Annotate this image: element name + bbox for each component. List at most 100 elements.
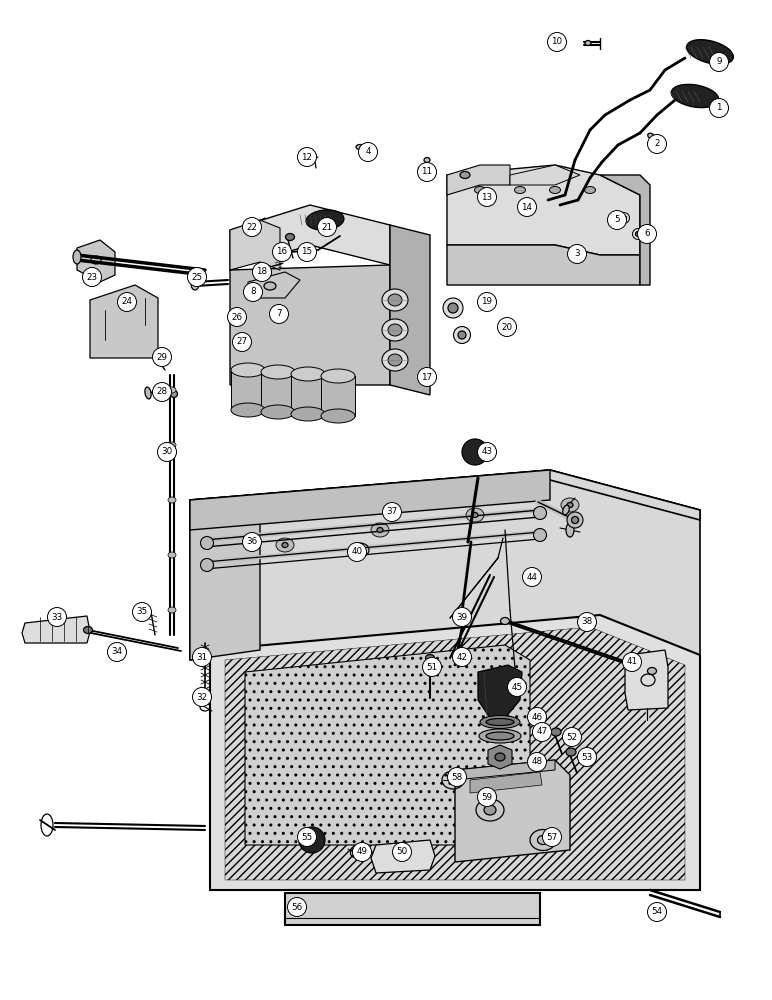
Ellipse shape <box>561 498 579 512</box>
Ellipse shape <box>484 805 496 815</box>
Ellipse shape <box>648 668 656 674</box>
Polygon shape <box>248 272 300 298</box>
Text: 53: 53 <box>581 752 593 762</box>
Ellipse shape <box>238 316 242 320</box>
Ellipse shape <box>382 289 408 311</box>
Circle shape <box>452 607 472 626</box>
Circle shape <box>358 142 378 161</box>
Ellipse shape <box>168 607 176 613</box>
Text: 56: 56 <box>292 902 303 912</box>
Circle shape <box>107 643 127 662</box>
Circle shape <box>273 242 292 261</box>
Ellipse shape <box>566 748 576 756</box>
Ellipse shape <box>168 552 176 558</box>
Circle shape <box>133 602 151 621</box>
Ellipse shape <box>533 528 547 542</box>
Ellipse shape <box>550 186 560 194</box>
Ellipse shape <box>551 728 561 736</box>
Circle shape <box>242 218 262 236</box>
Text: 40: 40 <box>351 548 363 556</box>
Text: 32: 32 <box>196 692 208 702</box>
Circle shape <box>497 318 516 336</box>
Ellipse shape <box>537 836 548 844</box>
Text: 26: 26 <box>232 312 242 322</box>
Circle shape <box>117 292 137 312</box>
Circle shape <box>567 244 587 263</box>
Ellipse shape <box>171 390 178 397</box>
Ellipse shape <box>382 319 408 341</box>
Text: 48: 48 <box>531 758 543 766</box>
Circle shape <box>269 304 289 324</box>
Polygon shape <box>321 376 355 416</box>
Ellipse shape <box>453 326 470 344</box>
Circle shape <box>523 568 541 586</box>
Text: 36: 36 <box>246 538 258 546</box>
Text: 51: 51 <box>426 662 438 672</box>
Ellipse shape <box>199 692 211 702</box>
Circle shape <box>577 612 597 632</box>
Text: 54: 54 <box>652 908 662 916</box>
Polygon shape <box>285 893 540 925</box>
Circle shape <box>452 648 472 666</box>
Text: 50: 50 <box>396 848 408 856</box>
Ellipse shape <box>145 387 151 399</box>
Polygon shape <box>455 760 570 862</box>
Circle shape <box>353 842 371 861</box>
Ellipse shape <box>282 542 288 548</box>
Ellipse shape <box>566 523 574 537</box>
Ellipse shape <box>291 367 325 381</box>
Polygon shape <box>261 372 295 412</box>
Circle shape <box>243 282 262 302</box>
Text: 22: 22 <box>246 223 258 232</box>
Text: 44: 44 <box>527 572 537 582</box>
Ellipse shape <box>486 718 514 726</box>
Polygon shape <box>371 840 435 873</box>
Text: 41: 41 <box>627 658 638 666</box>
Circle shape <box>547 32 567 51</box>
Text: 2: 2 <box>654 139 660 148</box>
Circle shape <box>422 658 442 676</box>
Ellipse shape <box>584 186 595 194</box>
Text: 35: 35 <box>137 607 147 616</box>
Ellipse shape <box>648 133 655 139</box>
Text: 30: 30 <box>161 448 173 456</box>
Ellipse shape <box>321 369 355 383</box>
Circle shape <box>228 308 246 326</box>
Text: 49: 49 <box>357 848 367 856</box>
Polygon shape <box>190 495 260 660</box>
Text: 28: 28 <box>157 387 168 396</box>
Circle shape <box>48 607 66 626</box>
Circle shape <box>347 542 367 562</box>
Text: 1: 1 <box>716 104 722 112</box>
Ellipse shape <box>388 294 402 306</box>
Text: 45: 45 <box>511 682 523 692</box>
Ellipse shape <box>191 278 199 290</box>
Text: 7: 7 <box>276 310 282 318</box>
Polygon shape <box>447 165 640 255</box>
Ellipse shape <box>201 558 214 572</box>
Ellipse shape <box>321 409 355 423</box>
Text: 24: 24 <box>121 298 133 306</box>
Polygon shape <box>22 616 90 643</box>
Text: 18: 18 <box>256 267 268 276</box>
Polygon shape <box>231 370 265 410</box>
Ellipse shape <box>168 442 176 448</box>
Polygon shape <box>478 665 522 718</box>
Polygon shape <box>245 645 530 845</box>
Ellipse shape <box>462 439 488 465</box>
Circle shape <box>533 722 551 742</box>
Polygon shape <box>625 650 668 710</box>
Text: 58: 58 <box>452 772 462 782</box>
Text: 34: 34 <box>111 648 123 656</box>
Polygon shape <box>455 760 555 780</box>
Circle shape <box>297 242 317 261</box>
Ellipse shape <box>291 407 325 421</box>
Circle shape <box>83 267 101 286</box>
Ellipse shape <box>672 84 719 108</box>
Circle shape <box>232 332 252 352</box>
Circle shape <box>622 652 642 672</box>
Ellipse shape <box>443 298 463 318</box>
Ellipse shape <box>621 216 627 221</box>
Ellipse shape <box>276 538 294 552</box>
Circle shape <box>188 267 206 286</box>
